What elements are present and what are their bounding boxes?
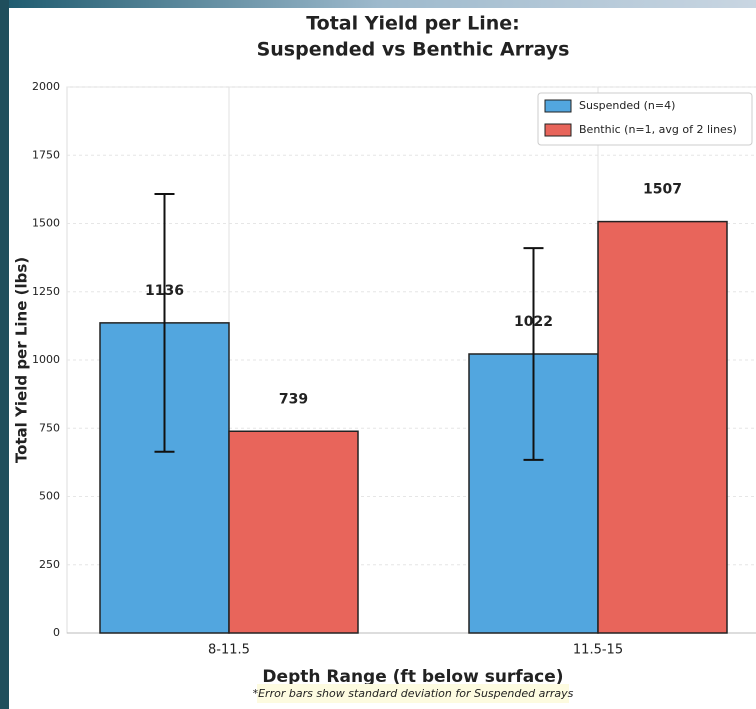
x-axis-label: Depth Range (ft below surface): [262, 667, 563, 687]
bar: [597, 220, 728, 634]
y-tick-label: 1750: [32, 148, 60, 161]
value-label: 1507: [643, 182, 682, 198]
y-tick-label: 2000: [32, 80, 60, 93]
legend-label: Suspended (n=4): [579, 99, 675, 112]
y-tick-label: 0: [53, 626, 60, 639]
y-tick-label: 1250: [32, 285, 60, 298]
legend-label: Benthic (n=1, avg of 2 lines): [579, 123, 737, 136]
frame-top: [0, 0, 756, 8]
x-tick-label: 8-11.5: [208, 643, 250, 658]
chart-title: Suspended vs Benthic Arrays: [257, 39, 570, 61]
bar: [228, 430, 359, 634]
frame-left: [0, 0, 9, 709]
y-tick-label: 750: [39, 421, 60, 434]
value-label: 739: [279, 391, 308, 407]
chart-title: Total Yield per Line:: [306, 13, 520, 35]
note-box: [257, 684, 569, 703]
x-tick-label: 11.5-15: [573, 643, 623, 658]
y-tick-label: 500: [39, 490, 60, 503]
note: *Error bars show standard deviation for …: [253, 687, 574, 700]
legend-swatch: [544, 99, 572, 113]
y-axis-label: Total Yield per Line (lbs): [13, 257, 31, 463]
legend-swatch: [544, 123, 572, 137]
y-tick-label: 250: [39, 558, 60, 571]
y-tick-label: 1500: [32, 217, 60, 230]
y-tick-label: 1000: [32, 353, 60, 366]
legend-box: [537, 92, 753, 146]
